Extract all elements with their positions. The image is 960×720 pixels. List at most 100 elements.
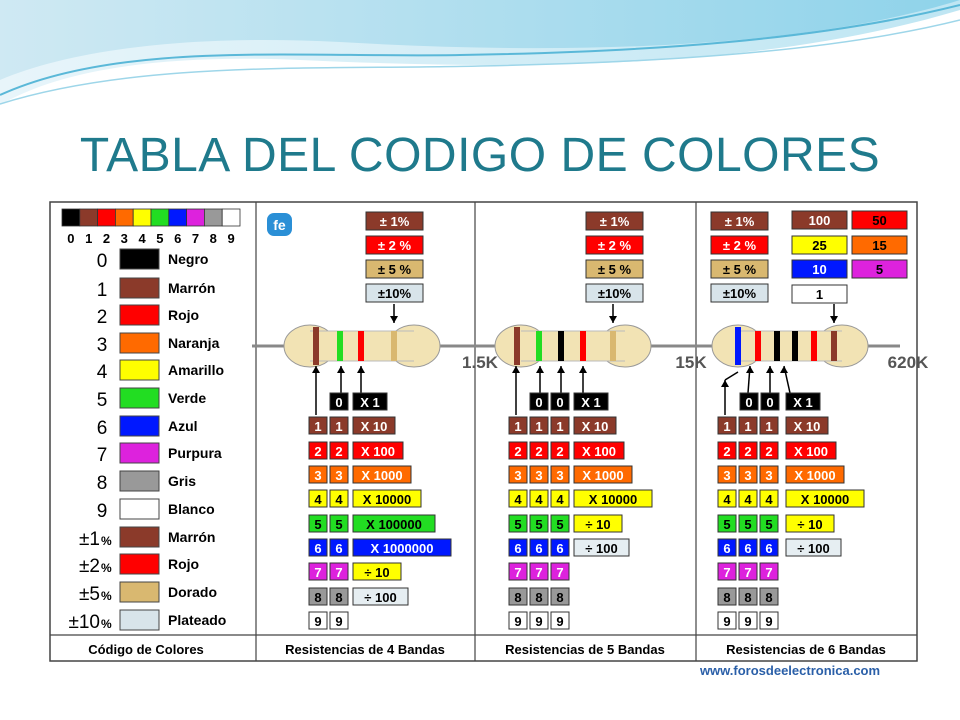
digit-box-label: 9	[765, 614, 772, 629]
resistor-band	[580, 331, 586, 361]
legend-swatch	[119, 498, 160, 520]
digit-box	[550, 514, 570, 533]
digit-box-label: 1	[514, 419, 521, 434]
arrowhead	[357, 366, 365, 373]
tolerance-box	[710, 259, 769, 279]
digit-box	[529, 441, 549, 460]
legend-key: 2	[97, 307, 108, 328]
digit-box	[508, 562, 528, 581]
legend-key: 5	[97, 390, 108, 411]
digit-box	[529, 392, 549, 411]
digit-box	[329, 538, 349, 557]
tempco-box	[791, 210, 848, 230]
arrowhead	[721, 380, 729, 387]
resistor-band	[735, 327, 741, 365]
digit-box-label: 1	[335, 419, 342, 434]
multiplier-label: X 10	[361, 419, 388, 434]
digit-box-label: 6	[335, 541, 342, 556]
digit-box-label: 4	[765, 492, 773, 507]
digit-box	[329, 465, 349, 484]
digit-box	[329, 611, 349, 630]
digit-box	[529, 489, 549, 508]
digit-box-label: 9	[335, 614, 342, 629]
legend-swatch	[119, 248, 160, 270]
multiplier-box	[785, 489, 865, 508]
fe-logo-icon	[267, 213, 292, 236]
tolerance-box	[585, 283, 644, 303]
tolerance-box	[710, 283, 769, 303]
multiplier-box	[352, 416, 396, 435]
legend-key: 4	[97, 362, 108, 383]
digit-box	[738, 611, 758, 630]
tolerance-label: ± 5 %	[723, 262, 757, 277]
digit-box	[759, 611, 779, 630]
digit-box-label: 8	[514, 590, 521, 605]
tempco-label: 15	[872, 238, 886, 253]
digit-box	[308, 611, 328, 630]
multiplier-label: X 1000000	[371, 541, 434, 556]
digit-box-label: 1	[723, 419, 730, 434]
digit-box-label: 7	[335, 565, 342, 580]
tolerance-label: ±10%	[723, 286, 757, 301]
digit-box-label: 1	[556, 419, 563, 434]
digit-box	[529, 611, 549, 630]
digit-box-label: 1	[314, 419, 321, 434]
multiplier-label: X 1000	[582, 468, 623, 483]
legend-key: 0	[97, 251, 108, 272]
digit-box-label: 0	[766, 395, 773, 410]
digit-box	[529, 538, 549, 557]
panel-caption: Resistencias de 5 Bandas	[505, 642, 665, 657]
digit-box-label: 2	[335, 444, 342, 459]
digit-box	[550, 538, 570, 557]
fe-logo-text: fe	[273, 217, 286, 233]
legend-strip-digit: 9	[227, 231, 234, 246]
digit-box-label: 8	[535, 590, 542, 605]
legend-name: Purpura	[168, 445, 222, 461]
multiplier-label: X 1	[360, 395, 380, 410]
digit-box	[759, 587, 779, 606]
digit-box	[759, 538, 779, 557]
legend-swatch	[119, 304, 160, 326]
multiplier-label: ÷ 100	[797, 541, 829, 556]
tempco-box	[851, 210, 908, 230]
digit-box	[529, 416, 549, 435]
multiplier-label: X 10000	[801, 492, 849, 507]
resistor-band	[536, 331, 542, 361]
legend-key: 1	[97, 280, 108, 301]
multiplier-box	[785, 416, 829, 435]
resistor-band	[792, 331, 798, 361]
multiplier-label: X 10	[794, 419, 821, 434]
multiplier-label: ÷ 100	[585, 541, 617, 556]
legend-name: Negro	[168, 251, 208, 267]
arrowhead	[609, 316, 617, 323]
resistor-band	[811, 331, 817, 361]
digit-box	[529, 514, 549, 533]
legend-key-suffix: %	[101, 534, 112, 548]
digit-box	[508, 538, 528, 557]
tempco-label: 25	[812, 238, 826, 253]
legend-swatch	[119, 526, 160, 548]
multiplier-box	[573, 465, 633, 484]
arrow	[724, 371, 739, 381]
digit-box	[529, 562, 549, 581]
tolerance-label: ±10%	[598, 286, 632, 301]
legend-key: 3	[97, 335, 108, 356]
resistor-band	[358, 331, 364, 361]
tempco-label: 5	[876, 262, 883, 277]
digit-box-label: 9	[535, 614, 542, 629]
digit-box	[759, 441, 779, 460]
digit-box	[550, 587, 570, 606]
legend-strip-swatch	[150, 208, 170, 227]
digit-box	[717, 489, 737, 508]
digit-box	[308, 416, 328, 435]
arrowhead	[579, 366, 587, 373]
arrowhead	[830, 316, 838, 323]
multiplier-box	[352, 562, 402, 581]
multiplier-label: X 10000	[589, 492, 637, 507]
multiplier-box	[785, 538, 842, 557]
legend-key: 9	[97, 501, 108, 522]
resistor-band	[558, 331, 564, 361]
digit-box	[329, 562, 349, 581]
digit-box-label: 6	[556, 541, 563, 556]
digit-box-label: 6	[723, 541, 730, 556]
